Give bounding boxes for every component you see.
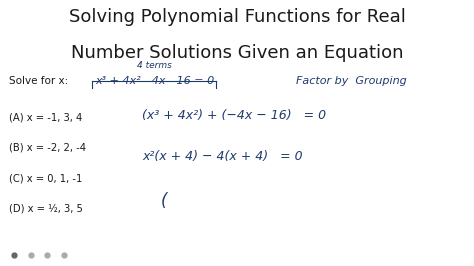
Text: Solve for x:: Solve for x: — [9, 76, 69, 86]
Text: (x³ + 4x²) + (−4x − 16)   = 0: (x³ + 4x²) + (−4x − 16) = 0 — [142, 109, 326, 122]
Text: x²(x + 4) − 4(x + 4)   = 0: x²(x + 4) − 4(x + 4) = 0 — [142, 151, 303, 163]
Text: (: ( — [161, 192, 168, 210]
Text: Number Solutions Given an Equation: Number Solutions Given an Equation — [71, 44, 403, 62]
Text: (B) x = -2, 2, -4: (B) x = -2, 2, -4 — [9, 143, 86, 153]
Text: 4 terms: 4 terms — [137, 61, 172, 70]
Text: Factor by  Grouping: Factor by Grouping — [296, 76, 407, 86]
Text: (C) x = 0, 1, -1: (C) x = 0, 1, -1 — [9, 173, 83, 183]
Text: (A) x = -1, 3, 4: (A) x = -1, 3, 4 — [9, 112, 83, 122]
Text: Solving Polynomial Functions for Real: Solving Polynomial Functions for Real — [69, 8, 405, 26]
Text: x³ + 4x² - 4x - 16 = 0: x³ + 4x² - 4x - 16 = 0 — [95, 76, 214, 86]
Text: (D) x = ½, 3, 5: (D) x = ½, 3, 5 — [9, 204, 83, 214]
